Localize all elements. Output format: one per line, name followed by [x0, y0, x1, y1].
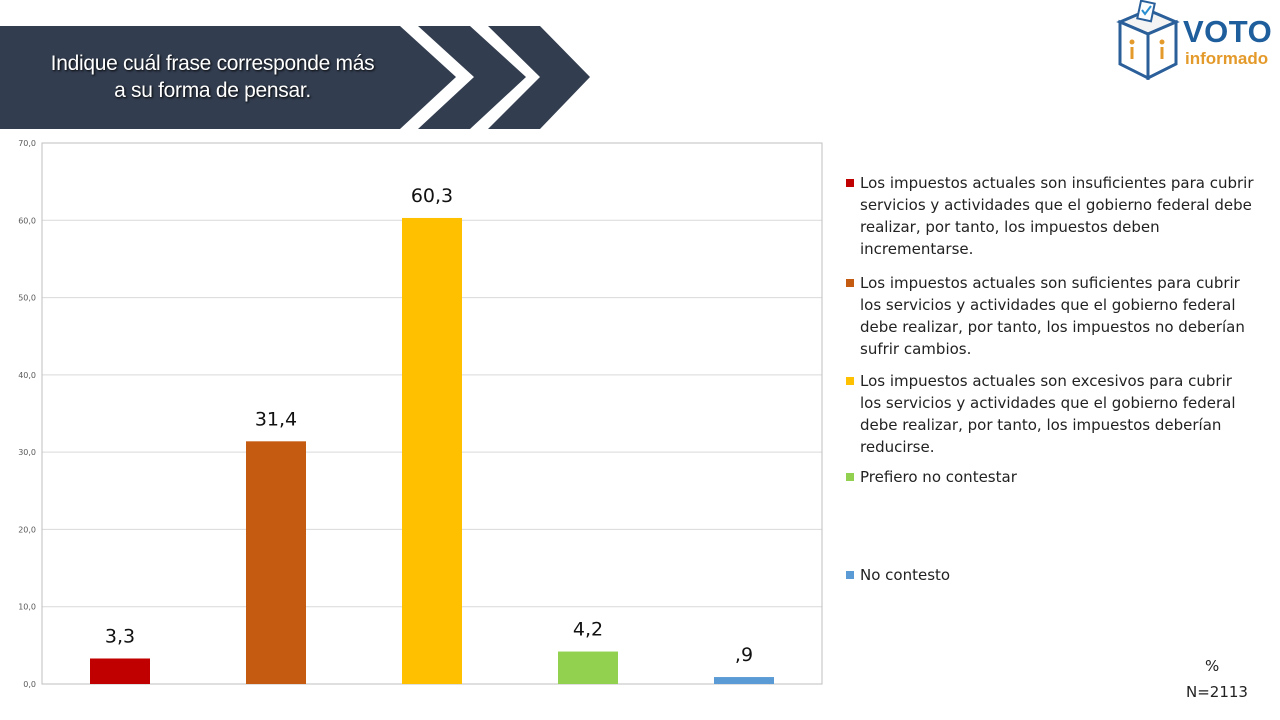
logo-word-voto: VOTO	[1183, 14, 1273, 49]
legend-label: Prefiero no contestar	[860, 468, 1017, 486]
legend-swatch	[846, 473, 854, 481]
y-tick-label: 70,0	[18, 139, 36, 148]
bar-chart: 0,0 10,0 20,0 30,0 40,0 50,0 60,0 70,0 3,3 31,4 60…	[18, 139, 823, 689]
legend-swatch	[846, 179, 854, 187]
y-tick-label: 50,0	[18, 294, 36, 303]
bar	[714, 677, 774, 684]
legend-label: Los impuestos actuales son suficientes p…	[860, 274, 1245, 358]
legend-swatch	[846, 571, 854, 579]
data-label: 60,3	[411, 185, 453, 207]
data-label: 31,4	[255, 408, 297, 430]
data-label: 3,3	[105, 625, 135, 647]
page-title-line-1: Indique cuál frase corresponde más	[50, 52, 375, 75]
bar	[402, 217, 462, 684]
y-tick-label: 10,0	[18, 603, 36, 612]
banner-arrow-body	[0, 26, 456, 129]
banner-chevron-1	[418, 26, 526, 129]
legend-label: Los impuestos actuales son insuficientes…	[860, 174, 1254, 258]
bar	[558, 651, 618, 684]
page-title: Indique cuál frase corresponde más a su …	[0, 50, 425, 104]
bar	[90, 658, 150, 684]
page-title-line-2: a su forma de pensar.	[114, 79, 311, 102]
legend-swatch	[846, 279, 854, 287]
y-tick-label: 0,0	[23, 680, 36, 689]
data-label: 4,2	[573, 619, 603, 641]
legend-label: Los impuestos actuales son excesivos par…	[860, 372, 1236, 456]
ballot-box-icon	[1116, 0, 1180, 80]
data-label: ,9	[735, 644, 753, 666]
bar	[246, 441, 306, 684]
y-tick-label: 30,0	[18, 448, 36, 457]
logo-word-informado: informado	[1185, 49, 1269, 68]
title-banner	[0, 26, 590, 129]
y-tick-label: 40,0	[18, 371, 36, 380]
y-tick-label: 20,0	[18, 525, 36, 534]
voto-informado-logo	[1116, 0, 1180, 80]
legend-swatch	[846, 377, 854, 385]
y-tick-label: 60,0	[18, 216, 36, 225]
unit-label: %	[1205, 657, 1220, 675]
sample-size-label: N=2113	[1186, 683, 1248, 701]
banner-chevron-2	[488, 26, 590, 129]
legend-label: No contesto	[860, 566, 951, 584]
